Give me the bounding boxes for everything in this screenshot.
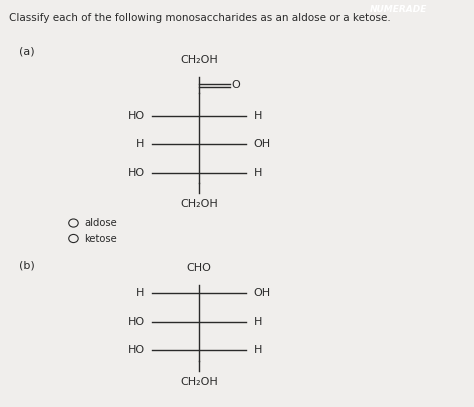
Text: NUMERADE: NUMERADE [369,4,427,14]
Text: Classify each of the following monosaccharides as an aldose or a ketose.: Classify each of the following monosacch… [9,13,391,23]
Text: aldose: aldose [84,218,117,228]
Text: CH₂OH: CH₂OH [180,377,218,387]
Text: H: H [254,111,262,121]
Text: H: H [136,289,145,298]
Text: H: H [254,168,262,178]
Text: HO: HO [128,317,145,327]
Text: HO: HO [128,111,145,121]
Text: HO: HO [128,168,145,178]
Text: H: H [254,346,262,355]
Text: O: O [231,81,240,90]
Text: CHO: CHO [187,263,211,273]
Text: HO: HO [128,346,145,355]
Text: H: H [136,140,145,149]
Text: (a): (a) [19,47,35,57]
Text: CH₂OH: CH₂OH [180,199,218,210]
Text: (b): (b) [19,261,35,271]
Text: H: H [254,317,262,327]
Text: CH₂OH: CH₂OH [180,55,218,65]
Text: OH: OH [254,140,271,149]
Text: ketose: ketose [84,234,117,243]
Text: OH: OH [254,289,271,298]
